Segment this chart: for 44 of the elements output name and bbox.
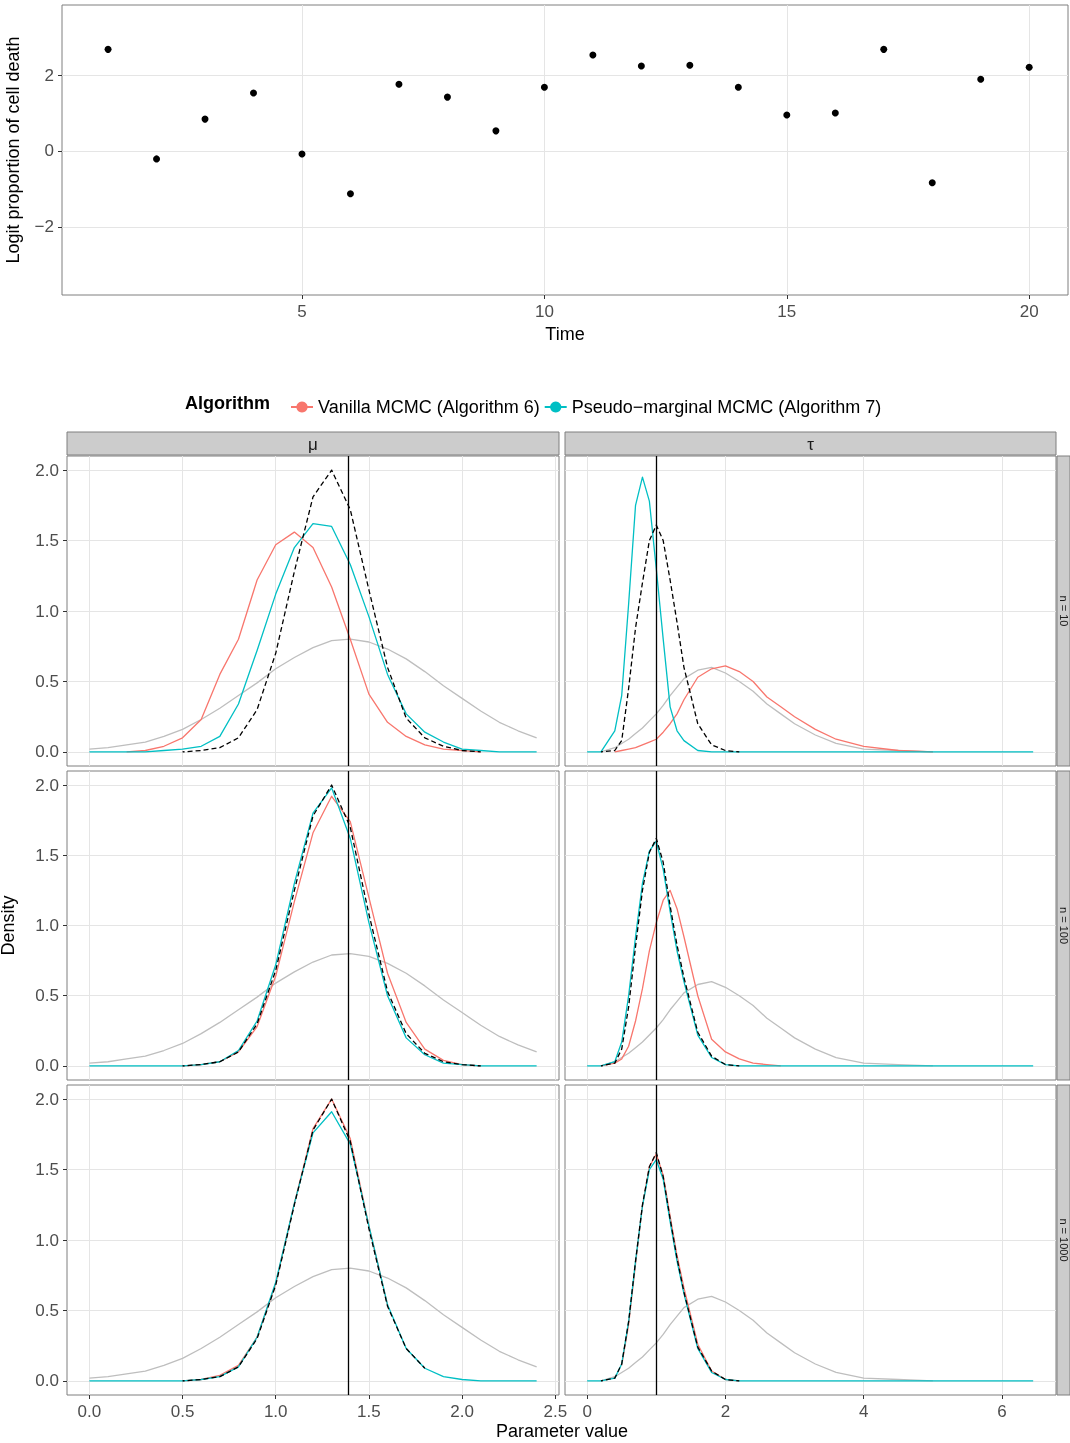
y-tick-label: 1.0 [35,1230,59,1250]
y-tick-label: 0.5 [35,671,59,691]
x-tick-label: 4 [859,1402,869,1421]
y-tick-label: 1.0 [35,601,59,621]
y-tick-label: −2 [34,217,54,237]
x-tick-label: 1.0 [263,1402,288,1421]
y-tick-label: 2 [44,65,54,85]
y-tick-label: 1.0 [35,916,59,935]
x-tick-label: 5 [297,302,307,321]
legend-title: Algorithm [185,393,270,413]
y-tick-label: 0.0 [35,1371,59,1391]
legend-label: Pseudo−marginal MCMC (Algorithm 7) [571,397,882,417]
x-tick-label: 10 [534,302,554,321]
y-axis-title: Logit proportion of cell death [3,36,23,264]
x-tick-label: 2 [720,1402,731,1421]
y-tick-label: 0.0 [35,1056,59,1076]
y-tick-label: 2.0 [35,775,59,795]
y-tick-label: 0.0 [35,742,59,762]
x-tick-label: 0 [582,1402,592,1421]
y-tick-label: 2.0 [35,460,59,480]
y-tick-label: 1.5 [35,1160,59,1180]
x-tick-label: 15 [777,302,797,321]
x-axis-title: Time [545,323,585,344]
y-tick-label: 1.5 [35,531,59,551]
y-tick-label: 0.5 [35,986,59,1006]
x-tick-label: 2.5 [543,1402,568,1421]
x-tick-label: 1.5 [357,1402,381,1421]
x-tick-label: 20 [1019,302,1039,321]
y-tick-label: 2.0 [35,1089,59,1109]
chart-title: μ [308,434,318,454]
x-tick-label: 0.5 [170,1402,195,1421]
y-axis-title: Density [0,895,18,956]
y-tick-label: 0.5 [35,1300,59,1320]
text: n = 100 [1057,906,1070,945]
y-tick-label: 0 [44,141,54,161]
text: n = 10 [1057,595,1070,627]
chart-title: τ [807,434,815,454]
text: n = 1000 [1057,1218,1070,1262]
x-tick-label: 2.0 [450,1402,474,1421]
y-tick-label: 1.5 [35,845,59,865]
x-tick-label: 0.0 [77,1402,102,1421]
legend-label: Vanilla MCMC (Algorithm 6) [318,397,540,417]
x-axis-title: Parameter value [495,1421,629,1441]
x-tick-label: 6 [997,1402,1007,1421]
